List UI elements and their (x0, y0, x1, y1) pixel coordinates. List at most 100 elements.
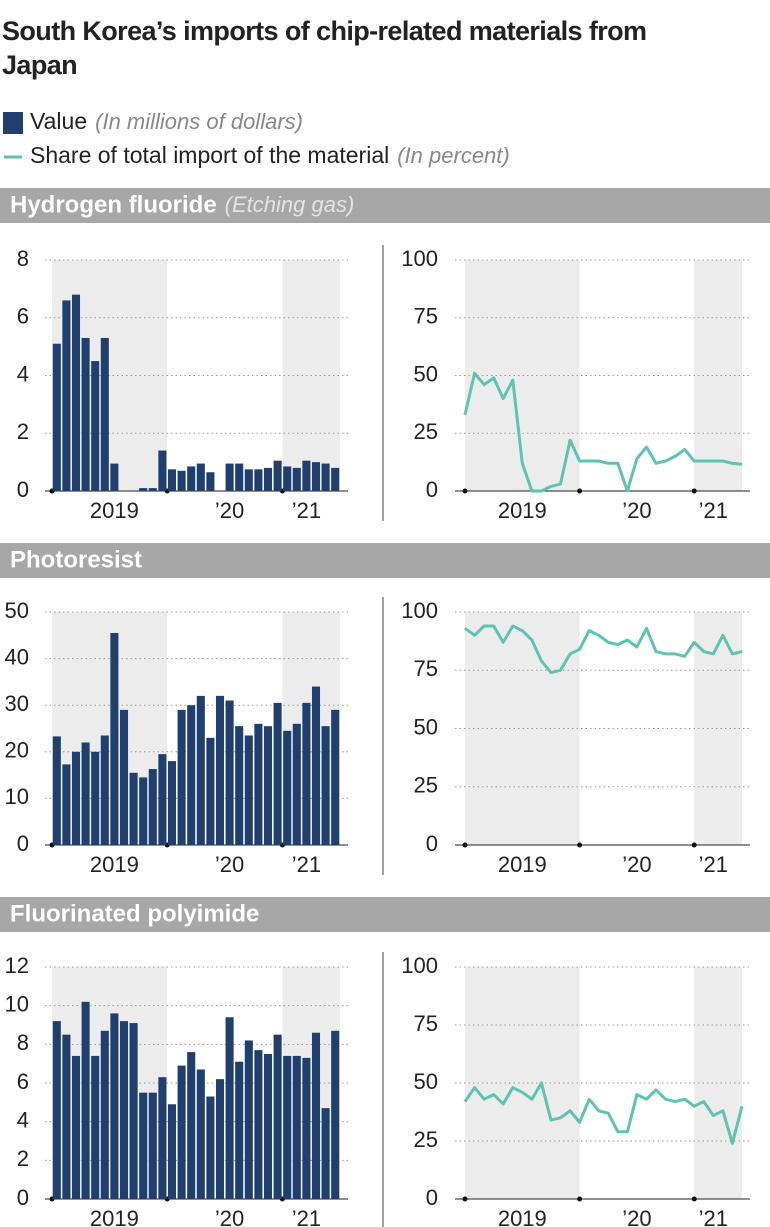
y-tick-label: 0 (17, 1185, 29, 1210)
bar (235, 726, 244, 845)
y-tick-label: 6 (17, 1069, 29, 1094)
y-tick-label: 10 (5, 784, 29, 809)
bar (273, 1034, 282, 1199)
x-tick-label: ’20 (622, 852, 651, 877)
y-tick-label: 30 (5, 691, 29, 716)
bar (331, 1030, 340, 1199)
y-tick-label: 25 (414, 773, 438, 798)
shade (52, 260, 168, 491)
bar (254, 469, 263, 491)
y-tick-label: 4 (17, 361, 29, 386)
legend-unit: (In percent) (397, 143, 510, 168)
x-tick-label: ’21 (292, 498, 321, 523)
bar (263, 726, 273, 845)
bar (225, 1017, 234, 1199)
bar (148, 488, 157, 491)
legend-label: Share of total import of the material (30, 142, 389, 168)
bar (62, 300, 71, 491)
bar (225, 463, 234, 491)
legend-swatch (3, 112, 23, 134)
y-tick-label: 25 (414, 419, 438, 444)
bar (283, 1055, 292, 1199)
bar (244, 469, 253, 491)
shade (282, 612, 340, 845)
bar (177, 709, 186, 845)
bar (91, 361, 100, 491)
bar (148, 1092, 157, 1199)
bar (119, 1021, 129, 1199)
year-dot (691, 842, 697, 848)
y-tick-label: 75 (414, 1011, 438, 1036)
y-tick-label: 25 (414, 1127, 438, 1152)
bar (244, 1040, 253, 1199)
bar (311, 686, 321, 845)
y-tick-label: 8 (17, 1030, 29, 1055)
bar (206, 737, 215, 845)
bar (263, 1054, 273, 1199)
share-line (463, 1081, 744, 1145)
y-tick-label: 75 (414, 304, 438, 329)
bar (158, 1077, 167, 1199)
y-tick-label: 0 (17, 477, 29, 502)
x-tick-label: ’20 (215, 852, 244, 877)
bar (187, 1052, 196, 1199)
bar (62, 1034, 71, 1199)
bar (91, 751, 100, 845)
bar (62, 764, 71, 845)
x-tick-label: ’21 (699, 852, 728, 877)
bar (225, 700, 234, 845)
bar (292, 723, 301, 845)
y-tick-label: 100 (401, 598, 438, 623)
bar (311, 1032, 321, 1199)
bar (196, 695, 205, 845)
bar (167, 761, 177, 845)
bar (81, 1001, 90, 1199)
shade (465, 967, 580, 1199)
y-tick-label: 50 (414, 361, 438, 386)
bar (177, 1065, 186, 1199)
year-dot (577, 488, 583, 494)
year-dot (462, 842, 468, 848)
y-tick-label: 100 (401, 953, 438, 978)
x-tick-label: ’21 (292, 852, 321, 877)
share-line (464, 624, 743, 675)
x-tick-label: 2019 (90, 498, 139, 523)
y-tick-label: 8 (17, 246, 29, 271)
y-tick-label: 0 (426, 831, 438, 856)
y-tick-label: 50 (414, 714, 438, 739)
y-tick-label: 50 (5, 598, 29, 623)
bar (71, 1055, 81, 1199)
bar (331, 467, 340, 491)
bar (283, 466, 292, 491)
bar (119, 709, 129, 845)
bar (302, 702, 311, 845)
bar (139, 488, 148, 491)
bar (52, 343, 61, 491)
bar (321, 1108, 330, 1199)
bar (100, 1030, 109, 1199)
y-tick-label: 50 (414, 1069, 438, 1094)
bar (215, 695, 225, 845)
x-tick-label: ’20 (215, 1206, 244, 1227)
bar (110, 632, 119, 845)
x-tick-label: ’20 (622, 1206, 651, 1227)
y-tick-label: 75 (414, 656, 438, 681)
chart-title: South Korea’s imports of chip-related ma… (2, 16, 647, 80)
section-header (0, 543, 770, 578)
bar (254, 723, 263, 845)
y-tick-label: 0 (17, 831, 29, 856)
y-tick-label: 0 (426, 1185, 438, 1210)
bar (331, 709, 340, 845)
bar (196, 1069, 205, 1199)
x-tick-label: 2019 (498, 498, 547, 523)
y-tick-label: 20 (5, 738, 29, 763)
bar (254, 1050, 263, 1199)
section-header (0, 188, 770, 223)
year-dot (691, 1196, 697, 1202)
section-title: Hydrogen fluoride (10, 191, 217, 218)
x-tick-label: ’21 (699, 498, 728, 523)
shade (52, 967, 168, 1199)
bar (302, 460, 311, 491)
x-tick-label: 2019 (90, 852, 139, 877)
